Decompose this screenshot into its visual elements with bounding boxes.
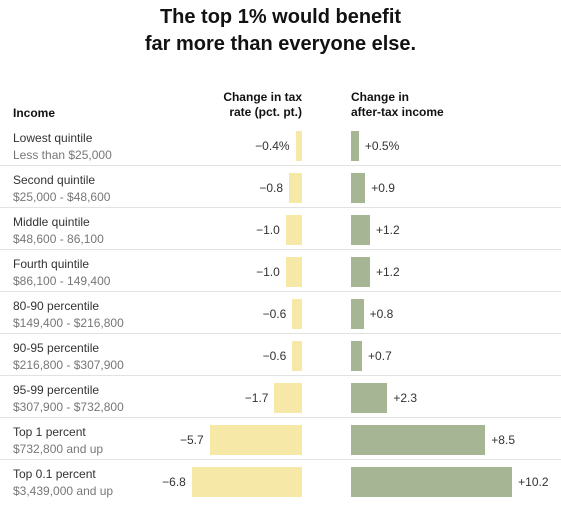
after-tax-income-label: +1.2 (375, 223, 400, 237)
income-range: Less than $25,000 (13, 148, 112, 162)
table-row: 95-99 percentile $307,900 - $732,800 −1.7 +… (0, 376, 561, 418)
table-row: Lowest quintile Less than $25,000 −0.4% +0.… (0, 124, 561, 166)
after-tax-income-label: +8.5 (491, 433, 515, 447)
table-row: 80-90 percentile $149,400 - $216,800 −0.6 +… (0, 292, 561, 334)
chart-title-line1: The top 1% would benefit (159, 6, 402, 28)
after-tax-income-label: +10.2 (518, 475, 549, 489)
tax-header-line1: Change in tax (223, 90, 302, 104)
table-row: Fourth quintile $86,100 - 149,400 −1.0 +1.2 (0, 250, 561, 292)
row-divider (0, 333, 561, 334)
tax-change-label: −1.7 (244, 391, 269, 405)
after-tax-income-bar (351, 467, 513, 497)
income-group-name: 90-95 percentile (13, 341, 100, 355)
table-row: Middle quintile $48,600 - 86,100 −1.0 +1.2 (0, 208, 561, 250)
after-tax-income-bar (351, 299, 364, 329)
after-tax-income-bar (351, 257, 370, 287)
income-group-name: Lowest quintile (13, 131, 93, 145)
tax-change-bar (285, 215, 302, 245)
after-tax-income-bar (351, 131, 359, 161)
after-tax-income-label: +1.2 (375, 265, 400, 279)
tax-change-bar (295, 131, 302, 161)
income-range: $48,600 - 86,100 (13, 232, 104, 246)
tax-change-bar (191, 467, 302, 497)
income-range: $86,100 - 149,400 (13, 274, 111, 288)
table-row: Top 0.1 percent $3,439,000 and up −6.8 +10.… (0, 460, 561, 502)
row-divider (0, 291, 561, 292)
tax-change-label: −0.6 (262, 307, 287, 321)
after-tax-income-bar (351, 425, 486, 455)
tax-change-bar (289, 173, 302, 203)
after-tax-income-label: +2.3 (393, 391, 418, 405)
table-row: 90-95 percentile $216,800 - $307,900 −0.6 +… (0, 334, 561, 376)
tax-change-bar (285, 257, 302, 287)
row-divider (0, 417, 561, 418)
tax-change-bar (292, 299, 302, 329)
after-tax-income-label: +0.8 (369, 307, 394, 321)
row-divider (0, 459, 561, 460)
tax-change-bar (292, 341, 302, 371)
income-group-name: Top 1 percent (13, 425, 86, 439)
chart-title-line2: far more than everyone else. (144, 33, 417, 55)
income-group-name: Middle quintile (13, 215, 90, 229)
after-tax-income-label: +0.7 (368, 349, 392, 363)
tax-change-bar (274, 383, 302, 413)
income-header-line2: after-tax income (351, 105, 444, 119)
tax-change-label: −1.0 (256, 265, 280, 279)
income-group-name: 80-90 percentile (13, 299, 100, 313)
income-header-line1: Change in (351, 90, 410, 104)
tax-change-label: −0.6 (262, 349, 287, 363)
after-tax-income-label: +0.9 (371, 181, 395, 195)
after-tax-income-label: +0.5% (364, 139, 400, 153)
after-tax-income-bar (351, 215, 370, 245)
income-range: $216,800 - $307,900 (13, 358, 124, 372)
income-range: $3,439,000 and up (13, 484, 114, 498)
tax-rate-column-header: Change in tax rate (pct. pt.) (160, 90, 302, 120)
after-tax-income-column-header: Change in after-tax income (351, 90, 444, 120)
income-range: $149,400 - $216,800 (13, 316, 124, 330)
after-tax-income-bar (351, 341, 363, 371)
tax-change-label: −0.4% (255, 139, 290, 153)
row-divider (0, 375, 561, 376)
tax-change-label: −5.7 (179, 433, 204, 447)
tax-change-label: −1.0 (256, 223, 280, 237)
tax-change-bar (209, 425, 302, 455)
tax-change-label: −6.8 (162, 475, 186, 489)
income-range: $307,900 - $732,800 (13, 400, 124, 414)
row-divider (0, 165, 561, 166)
tax-header-line2: rate (pct. pt.) (229, 105, 302, 119)
row-divider (0, 249, 561, 250)
income-group-name: Top 0.1 percent (13, 467, 96, 481)
income-range: $732,800 and up (13, 442, 104, 456)
after-tax-income-bar (351, 383, 388, 413)
income-group-name: Second quintile (13, 173, 96, 187)
income-column-header: Income (13, 106, 56, 120)
income-group-name: Fourth quintile (13, 257, 90, 271)
table-row: Top 1 percent $732,800 and up −5.7 +8.5 (0, 418, 561, 460)
after-tax-income-bar (351, 173, 366, 203)
tax-change-label: −0.8 (259, 181, 284, 195)
row-divider (0, 207, 561, 208)
income-group-name: 95-99 percentile (13, 383, 100, 397)
income-range: $25,000 - $48,600 (13, 190, 111, 204)
chart-title: The top 1% would benefit far more than e… (0, 4, 561, 58)
table-row: Second quintile $25,000 - $48,600 −0.8 +0.9 (0, 166, 561, 208)
